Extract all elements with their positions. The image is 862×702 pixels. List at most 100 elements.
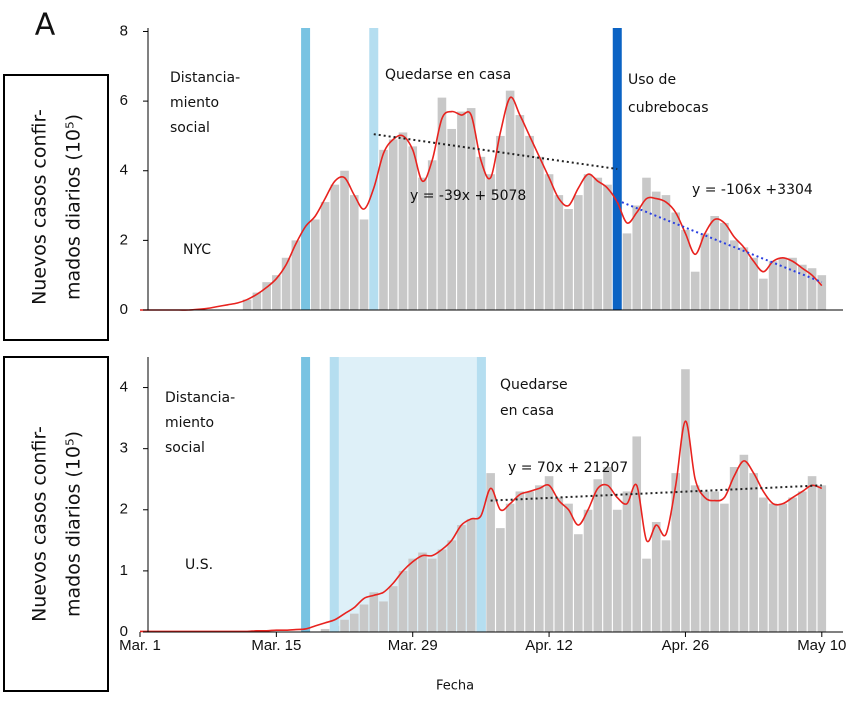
bar <box>798 491 807 632</box>
bar <box>320 202 330 310</box>
bar <box>515 491 525 632</box>
bar <box>788 497 797 632</box>
bar <box>759 497 768 632</box>
bar <box>720 222 729 310</box>
intervention-line <box>369 28 379 310</box>
annotation: Distancia- <box>170 70 240 86</box>
bar <box>593 479 603 632</box>
bar <box>817 275 827 310</box>
bar <box>369 592 379 632</box>
bar <box>466 518 476 632</box>
ylabel-box <box>3 356 109 692</box>
bar <box>574 534 583 632</box>
trend-line <box>373 133 618 170</box>
annotation: NYC <box>183 242 211 258</box>
x-axis-label: Fecha <box>436 679 474 694</box>
bar <box>515 115 525 310</box>
intervention-edge <box>476 357 486 632</box>
y-tick-label: 2 <box>120 501 128 518</box>
bar <box>690 271 700 310</box>
y-tick-label: 4 <box>120 162 128 179</box>
bar <box>651 522 661 632</box>
bar <box>739 454 749 632</box>
bar <box>359 219 369 310</box>
bar <box>583 509 593 632</box>
annotation: Quedarse en casa <box>385 67 511 83</box>
annotation: miento <box>165 415 214 431</box>
x-tick-label: Apr. 12 <box>525 637 573 654</box>
intervention-line <box>301 357 311 632</box>
y-tick-label: 0 <box>120 301 128 318</box>
bar <box>651 191 661 310</box>
bar <box>252 292 262 310</box>
bar <box>291 240 301 310</box>
bar <box>739 247 749 310</box>
bar <box>700 233 710 310</box>
y-tick-label: 1 <box>120 562 128 579</box>
annotation: y = 70x + 21207 <box>508 460 628 476</box>
bar <box>262 282 271 310</box>
bar <box>807 268 817 310</box>
bar <box>408 146 418 310</box>
bar <box>798 264 807 310</box>
bar <box>710 491 719 632</box>
bar <box>437 549 447 632</box>
bar <box>535 156 544 310</box>
bar <box>661 195 671 310</box>
bar <box>476 156 486 310</box>
bar <box>281 257 291 310</box>
bar <box>418 177 427 310</box>
annotation: social <box>170 120 210 136</box>
bar <box>778 257 788 310</box>
bar <box>388 139 398 310</box>
bar <box>768 261 778 310</box>
bar <box>525 135 534 310</box>
x-tick-label: Mar. 29 <box>388 637 438 654</box>
bar <box>418 552 427 632</box>
bar <box>574 195 583 310</box>
y-tick-label: 6 <box>120 92 128 109</box>
bar <box>788 257 797 310</box>
bar <box>642 177 651 310</box>
bar <box>457 111 466 310</box>
data-line <box>140 420 823 633</box>
bar <box>447 128 456 310</box>
intervention-edge <box>329 357 339 632</box>
annotation: Uso de <box>628 72 676 88</box>
trend-line <box>490 484 822 502</box>
annotation: U.S. <box>185 557 213 573</box>
bar <box>398 132 408 310</box>
y-axis-label: Nuevos casos confir- <box>29 109 51 305</box>
bar <box>681 229 690 310</box>
bar <box>681 369 690 632</box>
bar <box>427 160 437 310</box>
bar <box>340 619 349 632</box>
bar <box>554 195 564 310</box>
bar <box>496 528 505 632</box>
bar <box>642 558 651 632</box>
y-tick-label: 0 <box>120 623 128 640</box>
bar <box>525 491 534 632</box>
bar <box>379 601 388 632</box>
bar <box>242 299 252 310</box>
bar <box>632 205 642 310</box>
bar <box>671 212 680 310</box>
annotation: y = -106x +3304 <box>692 182 813 198</box>
bar <box>700 491 710 632</box>
bar <box>388 586 398 632</box>
bar <box>544 174 554 310</box>
bar <box>632 436 642 632</box>
bar <box>564 503 573 632</box>
bar <box>486 473 495 632</box>
y-axis-label: mados diarios (10⁵) <box>63 431 85 617</box>
bar <box>778 503 788 632</box>
bar <box>457 525 466 632</box>
annotation: en casa <box>500 403 554 419</box>
x-tick-label: Mar. 1 <box>119 637 161 654</box>
ylabel-box <box>3 74 109 341</box>
bar <box>729 467 739 632</box>
bar <box>505 90 515 311</box>
bar <box>340 170 349 310</box>
bar <box>379 149 388 310</box>
